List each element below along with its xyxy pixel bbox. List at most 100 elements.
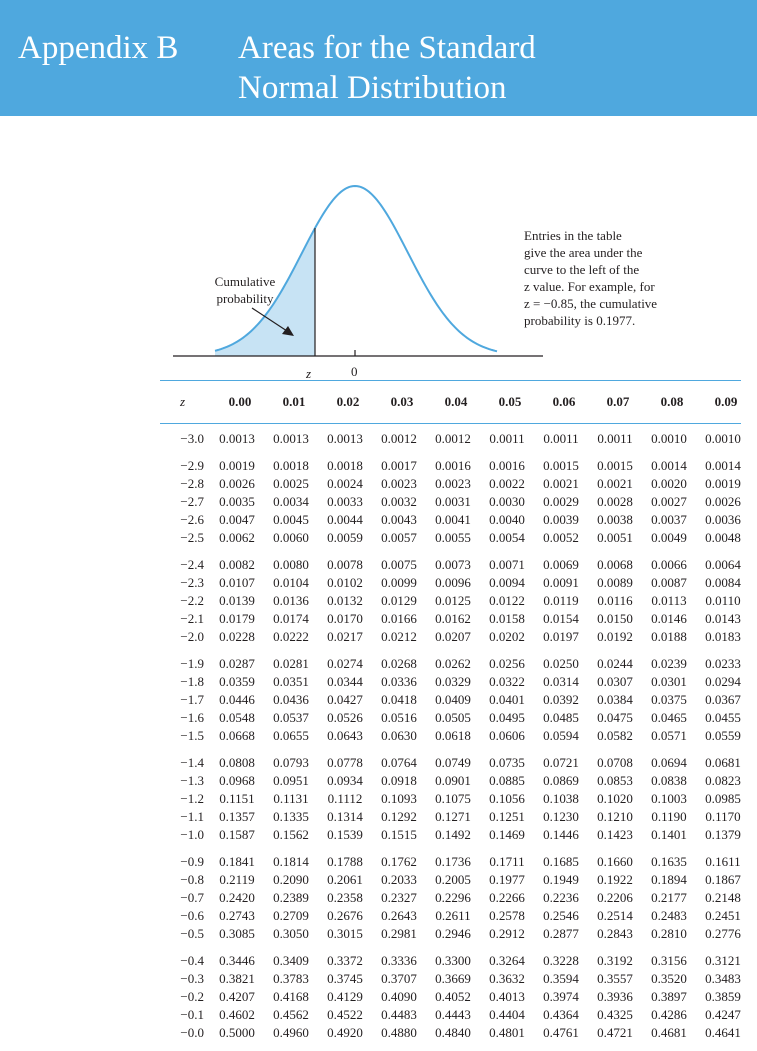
- column-header: 0.01: [282, 394, 306, 409]
- table-cell: 0.1401: [651, 827, 687, 842]
- table-cell: 0.0901: [435, 773, 471, 788]
- table-row: −1.9 0.0287 0.0281 0.0274 0.0268 0.0262 0.0256…: [0, 655, 757, 673]
- table-cell: 0.0089: [597, 575, 633, 590]
- zero-axis-label: 0: [351, 364, 358, 379]
- table-row: −2.2 0.0139 0.0136 0.0132 0.0129 0.0125 0.0122…: [0, 592, 757, 610]
- table-cell: 0.0329: [435, 674, 471, 689]
- z-value: −0.5: [180, 926, 204, 941]
- table-row: −2.9 0.0019 0.0018 0.0018 0.0017 0.0016 0.0016…: [0, 457, 757, 475]
- table-cell: 0.3707: [381, 971, 417, 986]
- table-cell: 0.1056: [489, 791, 525, 806]
- table-cell: 0.0087: [651, 575, 687, 590]
- z-value: −1.6: [180, 710, 204, 725]
- table-cell: 0.0023: [435, 476, 471, 491]
- table-cell: 0.1003: [651, 791, 687, 806]
- column-header: 0.06: [552, 394, 576, 409]
- entries-note-line: z value. For example, for: [524, 279, 655, 294]
- table-cell: 0.0071: [489, 557, 525, 572]
- table-cell: 0.1093: [381, 791, 417, 806]
- table-cell: 0.1814: [273, 854, 309, 869]
- table-row-group: −2.4 0.0082 0.0080 0.0078 0.0075 0.0073 0.0071…: [0, 556, 757, 646]
- table-cell: 0.0146: [651, 611, 687, 626]
- table-header-row: z 0.00 0.01 0.02 0.03 0.04 0.05 0.06 0.07 0.08 0.…: [0, 394, 757, 414]
- table-cell: 0.1922: [597, 872, 633, 887]
- table-cell: 0.2420: [219, 890, 255, 905]
- table-cell: 0.2611: [435, 908, 471, 923]
- table-cell: 0.4207: [219, 989, 255, 1004]
- table-cell: 0.2177: [651, 890, 687, 905]
- page-title: Areas for the Standard Normal Distributi…: [238, 28, 536, 108]
- table-cell: 0.0032: [381, 494, 417, 509]
- table-cell: 0.4052: [435, 989, 471, 1004]
- z-value: −1.0: [180, 827, 204, 842]
- table-cell: 0.0122: [489, 593, 525, 608]
- z-value: −0.9: [180, 854, 204, 869]
- table-cell: 0.0174: [273, 611, 309, 626]
- table-cell: 0.4129: [327, 989, 363, 1004]
- table-cell: 0.0014: [705, 458, 741, 473]
- table-row: −2.6 0.0047 0.0045 0.0044 0.0043 0.0041 0.0040…: [0, 511, 757, 529]
- table-cell: 0.0516: [381, 710, 417, 725]
- table-cell: 0.4641: [705, 1025, 741, 1040]
- table-cell: 0.0013: [273, 431, 309, 446]
- table-cell: 0.0027: [651, 494, 687, 509]
- column-header: 0.02: [336, 394, 360, 409]
- table-cell: 0.0618: [435, 728, 471, 743]
- table-cell: 0.0023: [381, 476, 417, 491]
- table-cell: 0.0606: [489, 728, 525, 743]
- table-cell: 0.0436: [273, 692, 309, 707]
- table-cell: 0.1635: [651, 854, 687, 869]
- table-cell: 0.1894: [651, 872, 687, 887]
- table-cell: 0.0010: [705, 431, 741, 446]
- table-cell: 0.0029: [543, 494, 579, 509]
- table-cell: 0.0681: [705, 755, 741, 770]
- table-cell: 0.0158: [489, 611, 525, 626]
- table-cell: 0.0014: [651, 458, 687, 473]
- table-row: −2.4 0.0082 0.0080 0.0078 0.0075 0.0073 0.0071…: [0, 556, 757, 574]
- table-cell: 0.2514: [597, 908, 633, 923]
- table-cell: 0.0073: [435, 557, 471, 572]
- table-cell: 0.4840: [435, 1025, 471, 1040]
- table-cell: 0.0113: [651, 593, 687, 608]
- arrow-icon: [251, 307, 288, 332]
- table-cell: 0.3520: [651, 971, 687, 986]
- z-value: −1.8: [180, 674, 204, 689]
- table-cell: 0.0020: [651, 476, 687, 491]
- table-cell: 0.4681: [651, 1025, 687, 1040]
- table-cell: 0.0024: [327, 476, 363, 491]
- table-cell: 0.0021: [543, 476, 579, 491]
- table-cell: 0.0465: [651, 710, 687, 725]
- table-cell: 0.0446: [219, 692, 255, 707]
- table-row: −2.5 0.0062 0.0060 0.0059 0.0057 0.0055 0.0054…: [0, 529, 757, 547]
- table-cell: 0.0051: [597, 530, 633, 545]
- column-header: 0.08: [660, 394, 684, 409]
- column-header: 0.09: [714, 394, 738, 409]
- table-cell: 0.3085: [219, 926, 255, 941]
- column-header: 0.03: [390, 394, 414, 409]
- z-value: −0.0: [180, 1025, 204, 1040]
- table-cell: 0.0119: [543, 593, 579, 608]
- table-cell: 0.0143: [705, 611, 741, 626]
- table-cell: 0.1660: [597, 854, 633, 869]
- table-cell: 0.0011: [489, 431, 525, 446]
- table-cell: 0.2061: [327, 872, 363, 887]
- table-cell: 0.3409: [273, 953, 309, 968]
- table-row: −1.0 0.1587 0.1562 0.1539 0.1515 0.1492 0.1469…: [0, 826, 757, 844]
- table-cell: 0.0359: [219, 674, 255, 689]
- table-cell: 0.1357: [219, 809, 255, 824]
- table-cell: 0.0188: [651, 629, 687, 644]
- table-cell: 0.0031: [435, 494, 471, 509]
- table-cell: 0.2451: [705, 908, 741, 923]
- table-cell: 0.0094: [489, 575, 525, 590]
- table-row-group: −1.9 0.0287 0.0281 0.0274 0.0268 0.0262 0.0256…: [0, 655, 757, 745]
- table-cell: 0.2389: [273, 890, 309, 905]
- table-cell: 0.1423: [597, 827, 633, 842]
- entries-note-line: curve to the left of the: [524, 262, 640, 277]
- table-cell: 0.1762: [381, 854, 417, 869]
- z-value: −1.2: [180, 791, 204, 806]
- z-value: −1.7: [180, 692, 204, 707]
- table-row-group: −2.9 0.0019 0.0018 0.0018 0.0017 0.0016 0.0016…: [0, 457, 757, 547]
- table-cell: 0.0057: [381, 530, 417, 545]
- table-cell: 0.3936: [597, 989, 633, 1004]
- z-value: −0.3: [180, 971, 204, 986]
